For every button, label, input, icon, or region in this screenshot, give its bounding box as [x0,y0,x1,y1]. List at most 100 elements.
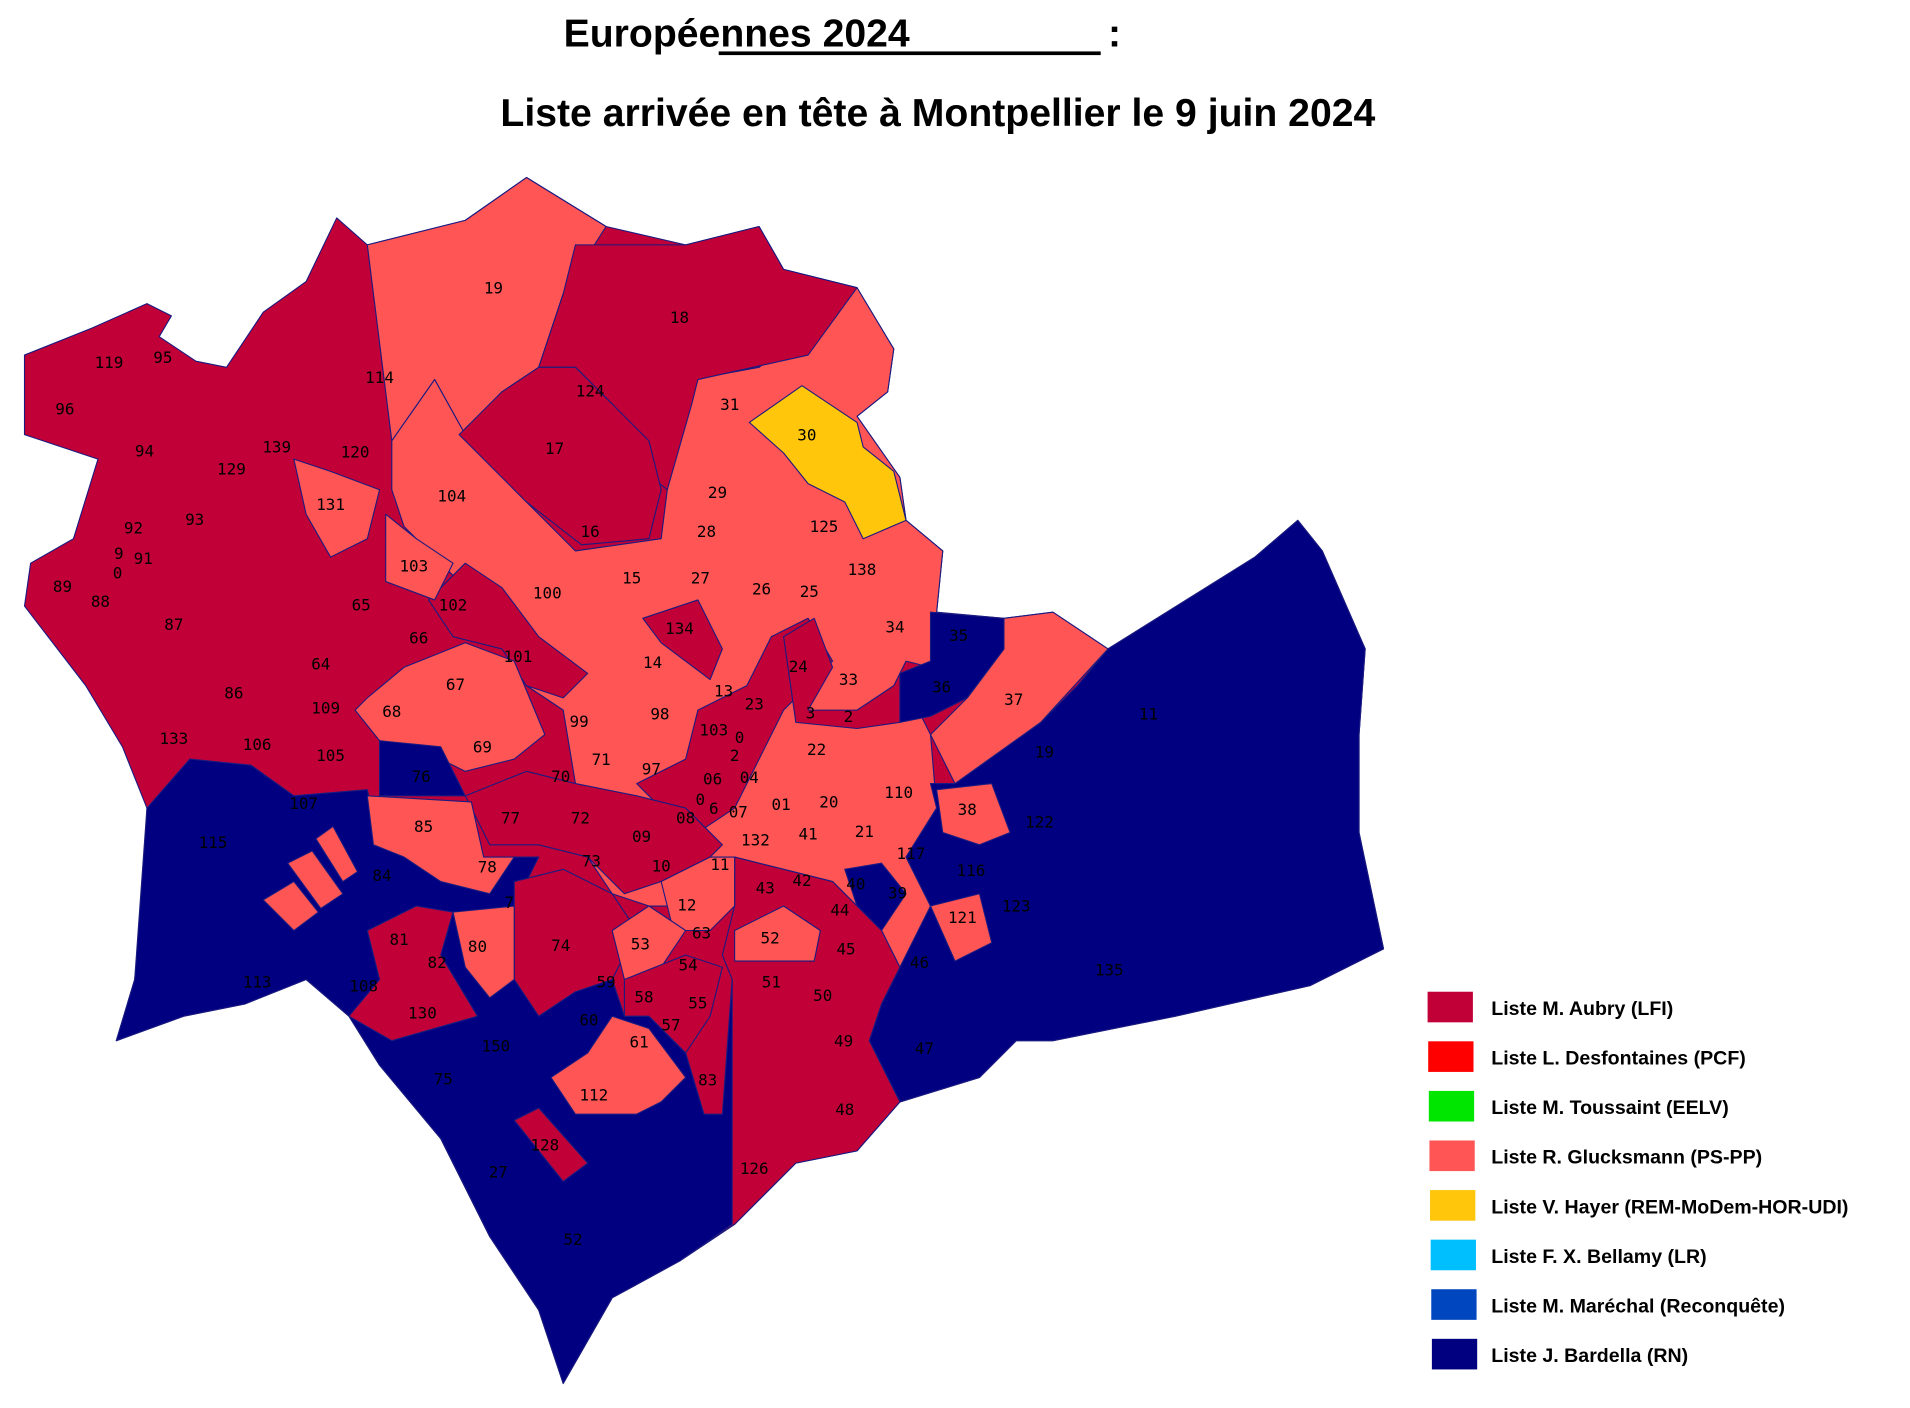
precinct-label: 100 [533,583,562,602]
precinct-label: 51 [762,973,781,992]
precinct-label: 135 [1095,960,1124,979]
legend-label: Liste V. Hayer (REM-MoDem-HOR-UDI) [1491,1196,1848,1218]
precinct-label: 60 [579,1011,598,1030]
region-103-ps [385,513,454,601]
legend-item: Liste R. Glucksmann (PS-PP) [1429,1140,1762,1172]
precinct-label: 27 [691,569,710,588]
region-131-ps [293,458,381,558]
precinct-label: 131 [316,495,345,514]
precinct-label: 14 [643,653,662,672]
legend-swatch [1430,1190,1476,1221]
precinct-label: 40 [846,875,865,894]
precinct-label: 99 [570,712,589,731]
legend-item: Liste F. X. Bellamy (LR) [1430,1239,1707,1271]
precinct-label: 9 [114,544,124,563]
precinct-label: 41 [799,825,818,844]
precinct-label: 34 [885,618,904,637]
precinct-label: 21 [855,822,874,841]
precinct-label: 48 [835,1100,854,1119]
precinct-label: 07 [729,802,748,821]
precinct-label: 103 [399,556,428,575]
precinct-label: 38 [958,800,977,819]
precinct-label: 93 [185,510,204,529]
legend-swatch [1431,1289,1477,1320]
precinct-label: 6 [709,799,719,818]
precinct-label: 107 [289,794,318,813]
precinct-label: 87 [164,615,183,634]
precinct-label: 75 [434,1069,453,1088]
legend-label: Liste M. Toussaint (EELV) [1491,1097,1729,1119]
legend-label: Liste R. Glucksmann (PS-PP) [1491,1147,1762,1169]
precinct-label: 28 [697,522,716,541]
precinct-label: 24 [789,657,808,676]
precinct-label: 3 [806,703,816,722]
precinct-label: 106 [243,735,272,754]
precinct-label: 23 [745,695,764,714]
precinct-label: 124 [576,381,605,400]
precinct-label: 67 [446,675,465,694]
precinct-label: 112 [579,1085,608,1104]
precinct-label: 31 [720,395,739,414]
precinct-label: 77 [501,809,520,828]
precinct-label: 133 [159,729,188,748]
legend-item: Liste V. Hayer (REM-MoDem-HOR-UDI) [1430,1190,1848,1221]
precinct-label: 110 [884,783,913,802]
precinct-label: 49 [834,1031,853,1050]
precinct-label: 17 [545,439,564,458]
precinct-label: 139 [262,438,291,457]
precinct-label: 65 [352,596,371,615]
region-85-ps [366,795,515,895]
legend: Liste M. Aubry (LFI) Liste L. Desfontaine… [1427,991,1848,1370]
legend-swatch [1431,1338,1478,1370]
precinct-label: 70 [551,767,570,786]
precinct-label: 113 [243,973,272,992]
legend-label: Liste J. Bardella (RN) [1491,1345,1688,1367]
precinct-label: 10 [652,856,671,875]
precinct-label: 19 [1035,742,1054,761]
region-80-ps [452,905,515,999]
precinct-label: 64 [311,654,330,673]
precinct-label: 06 [703,769,722,788]
precinct-label: 89 [53,577,72,596]
precinct-label: 95 [153,348,172,367]
region-17-16-lfi [458,366,662,546]
precinct-label: 109 [311,698,340,717]
precinct-label: 120 [341,443,370,462]
precinct-label: 54 [679,956,698,975]
precinct-label: 101 [504,647,533,666]
precinct-label: 27 [489,1162,508,1181]
precinct-label: 29 [708,483,727,502]
region-stripe-3 [315,825,359,883]
precinct-label: 82 [428,953,447,972]
precinct-label: 126 [740,1159,769,1178]
map-subtitle: Liste arrivée en tête à Montpellier le 9… [500,92,1375,135]
precinct-label: 7 [505,893,515,912]
precinct-label: 33 [839,670,858,689]
precinct-label: 44 [830,900,849,919]
legend-label: Liste M. Maréchal (Reconquête) [1491,1296,1785,1318]
precinct-label: 80 [468,937,487,956]
region-38-ps [936,783,1011,846]
precinct-label: 103 [699,720,728,739]
precinct-label: 08 [676,809,695,828]
precinct-label: 73 [582,851,601,870]
precinct-label: 04 [740,768,759,787]
region-stripe-2 [287,850,344,910]
region-128-lfi [513,1107,589,1183]
precinct-label: 61 [630,1033,649,1052]
precinct-label: 52 [563,1230,582,1249]
precinct-regions [23,176,1385,1385]
precinct-label: 138 [848,560,877,579]
region-67-ps [354,642,546,772]
precinct-label: 12 [677,896,696,915]
precinct-label: 130 [408,1003,437,1022]
precinct-label: 42 [792,871,811,890]
legend-item: Liste M. Maréchal (Reconquête) [1431,1289,1785,1320]
precinct-label: 88 [91,592,110,611]
precinct-label: 97 [642,760,661,779]
precinct-label: 22 [807,740,826,759]
title-underline [718,51,1101,56]
precinct-label: 59 [596,973,615,992]
region-58-lfi [623,954,723,1054]
